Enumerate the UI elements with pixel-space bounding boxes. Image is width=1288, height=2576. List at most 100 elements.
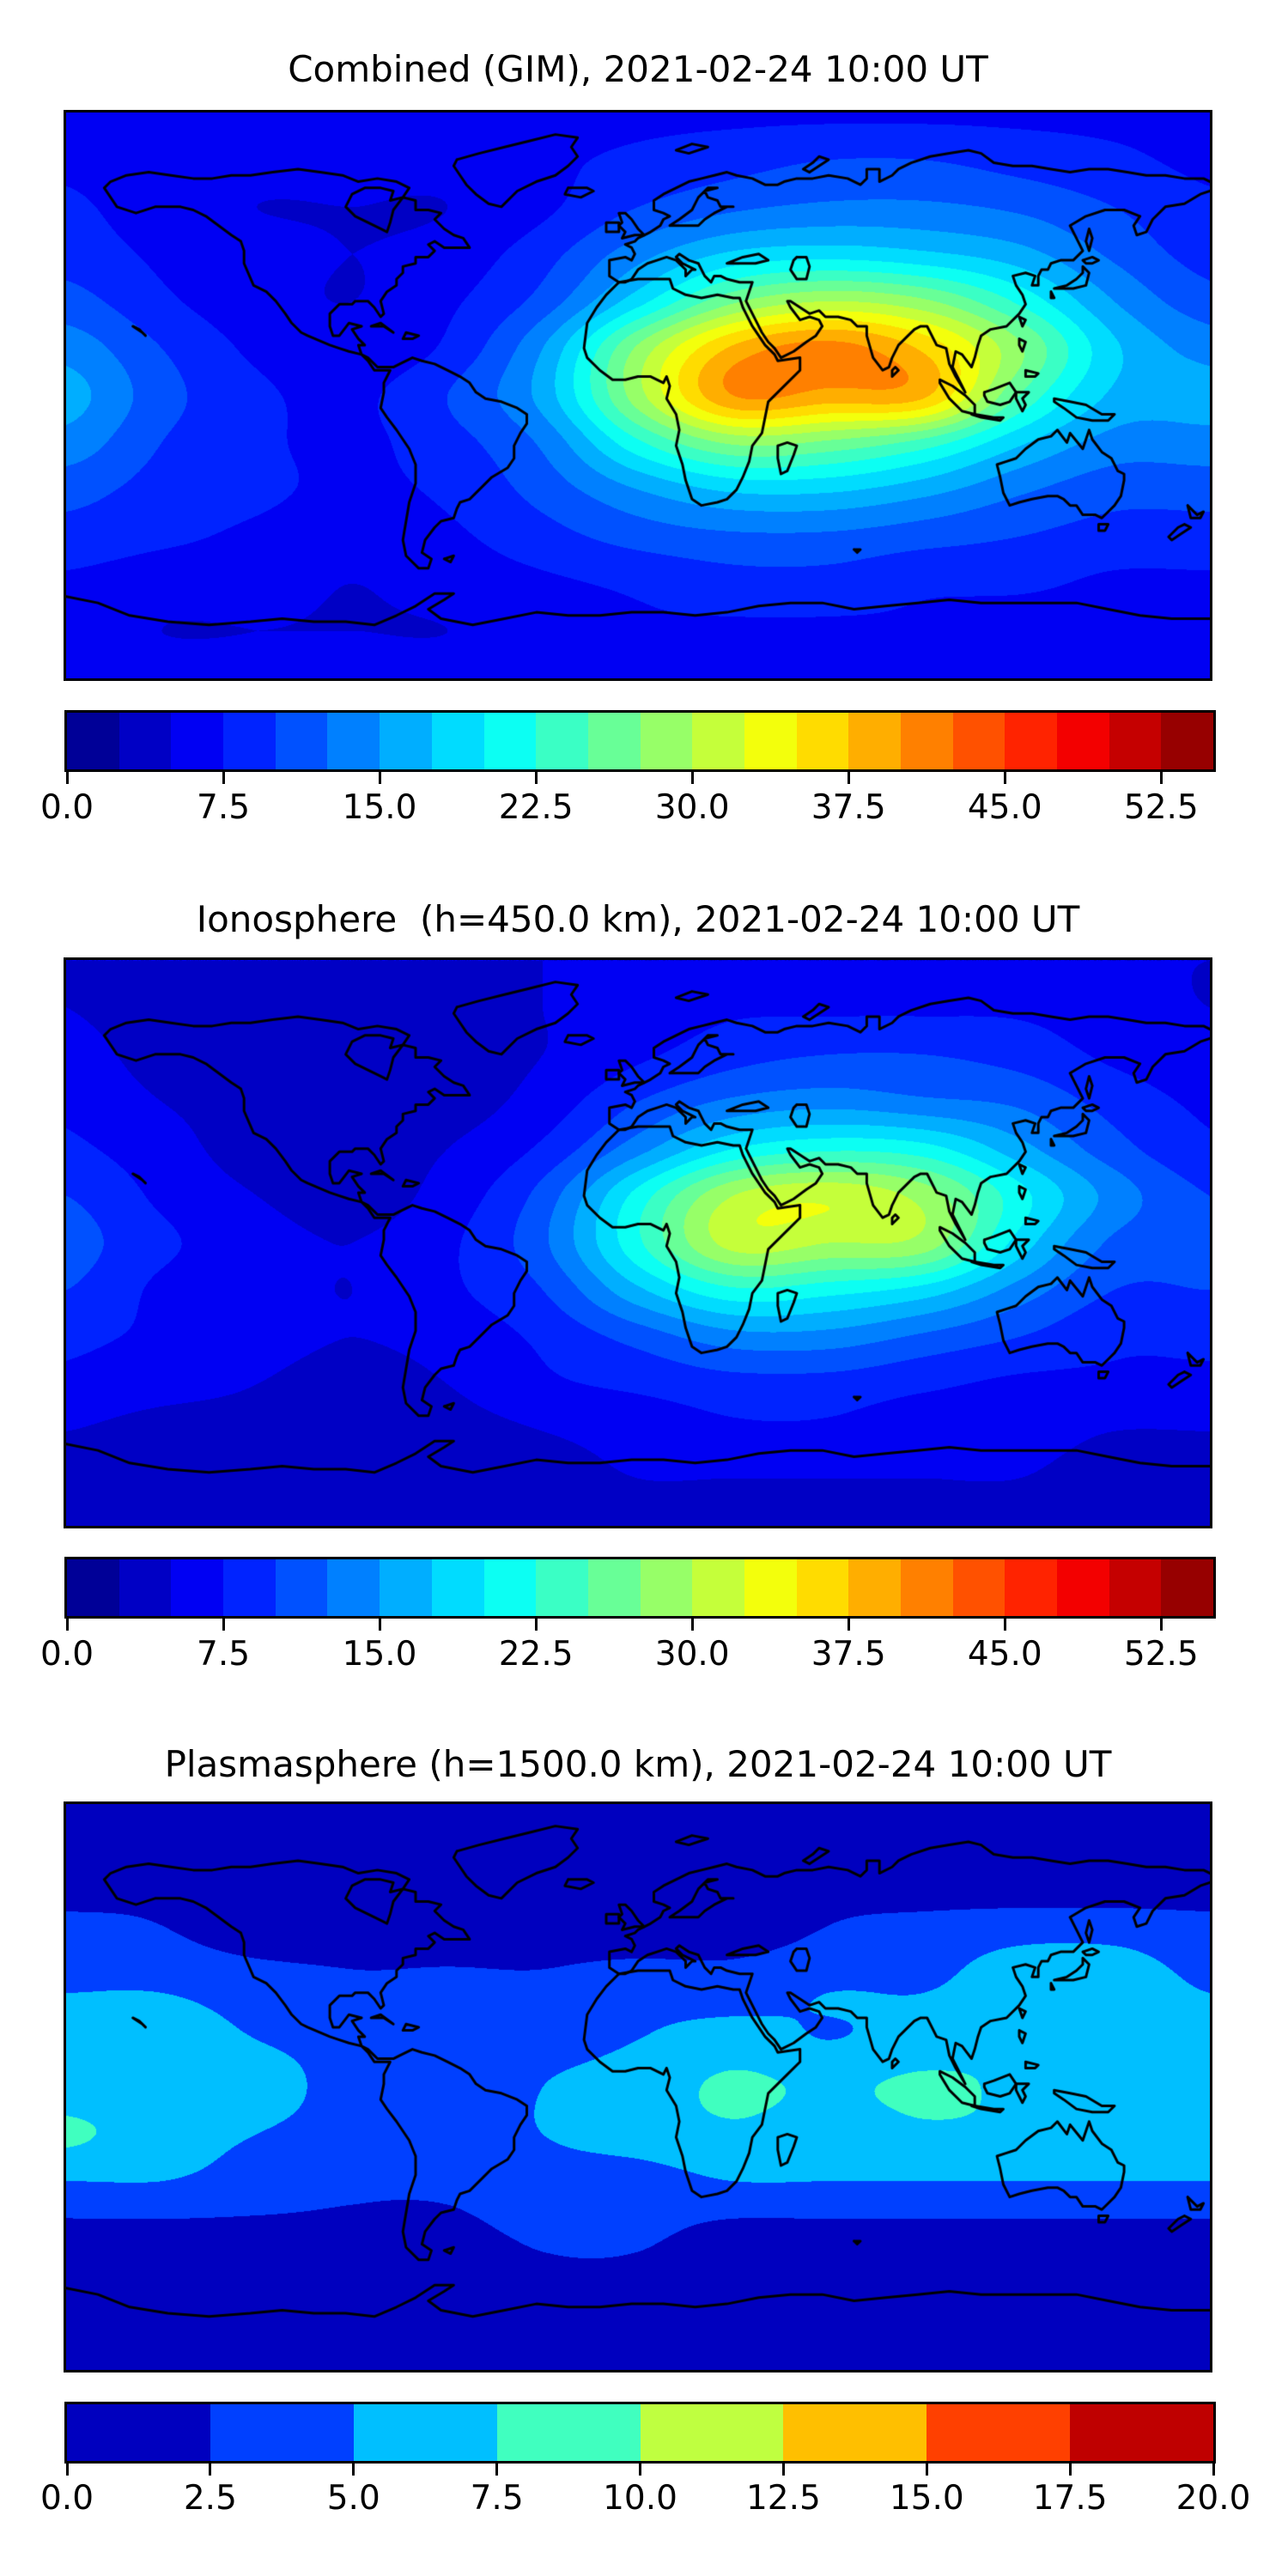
- colorbar-tick-mark: [65, 769, 69, 784]
- colorbar-tick-label: 52.5: [1123, 788, 1199, 827]
- colorbar-segment: [587, 713, 641, 769]
- colorbar-tick-mark: [495, 2461, 499, 2476]
- panel-1-map: [64, 110, 1212, 681]
- colorbar-segment: [848, 713, 901, 769]
- colorbar-tick-label: 45.0: [967, 788, 1042, 827]
- colorbar-tick-mark: [1003, 769, 1006, 784]
- colorbar-tick-label: 5.0: [326, 2479, 380, 2518]
- colorbar-segment: [275, 1559, 328, 1616]
- colorbar-tick-label: 45.0: [967, 1635, 1042, 1674]
- colorbar-segment: [223, 713, 276, 769]
- colorbar-tick-label: 37.5: [811, 1635, 886, 1674]
- colorbar-tick-label: 17.5: [1032, 2479, 1108, 2518]
- colorbar-segment: [848, 1559, 901, 1616]
- colorbar-tick-mark: [781, 2461, 785, 2476]
- colorbar-tick-label: 20.0: [1176, 2479, 1251, 2518]
- colorbar-tick-mark: [378, 1616, 381, 1631]
- colorbar-segment: [171, 1559, 224, 1616]
- colorbar-segment: [67, 2404, 210, 2461]
- colorbar-segment: [1109, 1559, 1162, 1616]
- colorbar-segment: [1057, 713, 1109, 769]
- colorbar-tick-label: 7.5: [197, 1635, 251, 1674]
- colorbar-segment: [1161, 1559, 1214, 1616]
- colorbar-segment: [952, 713, 1005, 769]
- colorbar-segment: [692, 713, 744, 769]
- colorbar-tick-mark: [534, 769, 538, 784]
- colorbar-segment: [171, 713, 224, 769]
- colorbar-tick-mark: [209, 2461, 212, 2476]
- panel-2-colorbar: [64, 1557, 1216, 1619]
- colorbar-tick-label: 22.5: [498, 1635, 574, 1674]
- colorbar-segment: [796, 1559, 849, 1616]
- colorbar-segment: [483, 713, 537, 769]
- colorbar-tick-mark: [222, 769, 225, 784]
- panel-2-map: [64, 957, 1212, 1528]
- colorbar-tick-label: 15.0: [889, 2479, 964, 2518]
- colorbar-tick-mark: [534, 1616, 538, 1631]
- colorbar-segment: [1109, 713, 1162, 769]
- colorbar-tick-mark: [639, 2461, 641, 2476]
- colorbar-tick-label: 0.0: [39, 2479, 94, 2518]
- colorbar-segment: [223, 1559, 276, 1616]
- colorbar-segment: [210, 2404, 354, 2461]
- colorbar-segment: [901, 713, 953, 769]
- colorbar-tick-label: 0.0: [39, 1635, 94, 1674]
- colorbar-tick-label: 15.0: [342, 1635, 417, 1674]
- colorbar-segment: [380, 713, 432, 769]
- panel-1-title: Combined (GIM), 2021-02-24 10:00 UT: [288, 48, 988, 90]
- colorbar-tick-mark: [690, 1616, 694, 1631]
- colorbar-tick-label: 15.0: [342, 788, 417, 827]
- colorbar-segment: [640, 1559, 693, 1616]
- panel-2-title: Ionosphere (h=450.0 km), 2021-02-24 10:0…: [196, 898, 1080, 940]
- colorbar-segment: [536, 713, 588, 769]
- colorbar-segment: [640, 713, 693, 769]
- colorbar-tick-mark: [847, 1616, 850, 1631]
- colorbar-segment: [744, 1559, 797, 1616]
- panel-1-colorbar: [64, 710, 1216, 772]
- colorbar-segment: [952, 1559, 1005, 1616]
- panel-3-map: [64, 1801, 1212, 2372]
- colorbar-segment: [118, 713, 172, 769]
- colorbar-segment: [275, 713, 328, 769]
- colorbar-tick-label: 7.5: [470, 2479, 524, 2518]
- colorbar-tick-mark: [65, 1616, 69, 1631]
- panel-1-map-canvas: [66, 112, 1210, 678]
- colorbar-segment: [431, 713, 484, 769]
- colorbar-tick-label: 2.5: [183, 2479, 237, 2518]
- colorbar-tick-label: 30.0: [654, 1635, 730, 1674]
- colorbar-tick-mark: [925, 2461, 928, 2476]
- panel-3-map-canvas: [66, 1804, 1210, 2370]
- colorbar-tick-mark: [65, 2461, 69, 2476]
- colorbar-segment: [1005, 713, 1058, 769]
- colorbar-segment: [536, 1559, 588, 1616]
- colorbar-tick-mark: [1068, 2461, 1072, 2476]
- colorbar-segment: [327, 1559, 380, 1616]
- colorbar-tick-label: 12.5: [745, 2479, 821, 2518]
- colorbar-tick-mark: [1003, 1616, 1006, 1631]
- colorbar-segment: [640, 2404, 784, 2461]
- colorbar-tick-mark: [1212, 2461, 1215, 2476]
- colorbar-segment: [1057, 1559, 1109, 1616]
- colorbar-segment: [796, 713, 849, 769]
- colorbar-segment: [353, 2404, 497, 2461]
- colorbar-segment: [67, 1559, 119, 1616]
- colorbar-tick-mark: [847, 769, 850, 784]
- colorbar-tick-label: 0.0: [39, 788, 94, 827]
- colorbar-segment: [927, 2404, 1071, 2461]
- colorbar-segment: [1070, 2404, 1213, 2461]
- colorbar-tick-label: 37.5: [811, 788, 886, 827]
- colorbar-segment: [483, 1559, 537, 1616]
- colorbar-segment: [744, 713, 797, 769]
- panel-2-map-canvas: [66, 960, 1210, 1526]
- colorbar-tick-label: 10.0: [603, 2479, 677, 2518]
- panel-3-colorbar: [64, 2402, 1216, 2464]
- colorbar-segment: [587, 1559, 641, 1616]
- colorbar-segment: [692, 1559, 744, 1616]
- colorbar-segment: [118, 1559, 172, 1616]
- colorbar-tick-mark: [222, 1616, 225, 1631]
- colorbar-tick-mark: [1159, 769, 1163, 784]
- colorbar-tick-mark: [1159, 1616, 1163, 1631]
- colorbar-segment: [496, 2404, 641, 2461]
- colorbar-segment: [327, 713, 380, 769]
- colorbar-segment: [431, 1559, 484, 1616]
